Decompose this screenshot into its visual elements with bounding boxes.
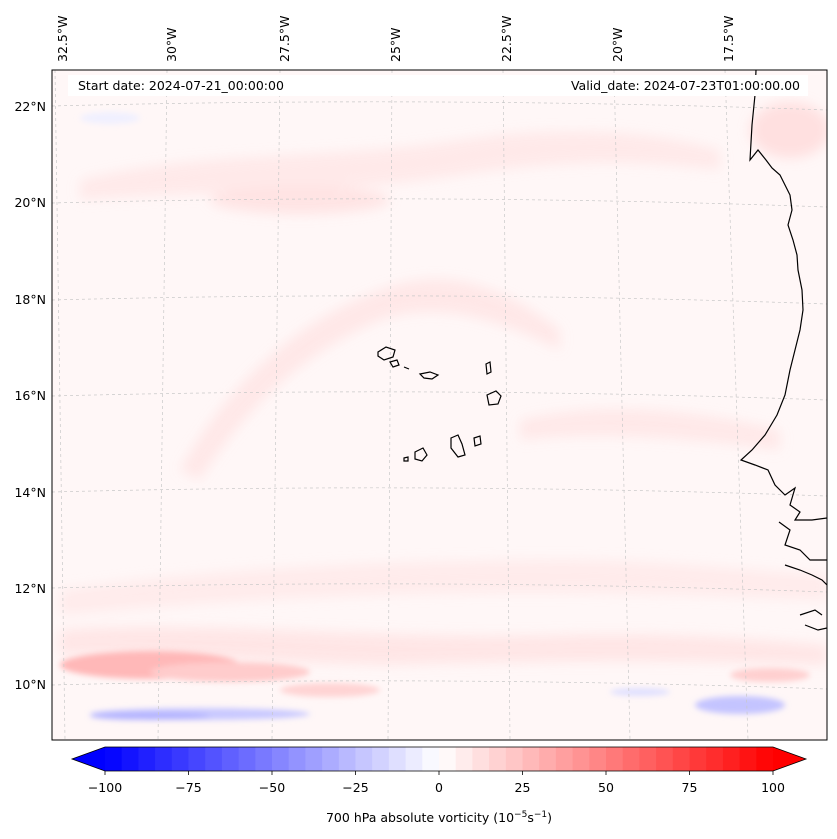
island-sao-vicente: [389, 359, 400, 368]
colorbar-segment: [138, 747, 156, 771]
colorbar-extend-low: [72, 747, 105, 771]
colorbar-tick-label: 25: [515, 780, 531, 795]
colorbar-tick-label: 0: [435, 780, 443, 795]
colorbar-segment: [489, 747, 507, 771]
colorbar-segment: [338, 747, 356, 771]
colorbar-segment: [155, 747, 173, 771]
colorbar-segment: [539, 747, 557, 771]
lat-label: 20°N: [14, 195, 46, 210]
colorbar-tick-label: 100: [761, 780, 785, 795]
colorbar-segment: [606, 747, 624, 771]
latitude-labels: 22°N 20°N 18°N 16°N 14°N 12°N 10°N: [14, 99, 46, 692]
colorbar-segment: [439, 747, 457, 771]
colorbar-segment: [272, 747, 290, 771]
longitude-labels: 32.5°W 30°W 27.5°W 25°W 22.5°W 20°W 17.5…: [55, 16, 736, 62]
colorbar-segment: [288, 747, 306, 771]
island-fogo: [414, 447, 428, 462]
colorbar-segment: [188, 747, 206, 771]
colorbar-segment: [388, 747, 406, 771]
colorbar-segment: [706, 747, 724, 771]
colorbar-segment: [422, 747, 440, 771]
island-sao-nicolau: [418, 371, 440, 380]
lat-label: 14°N: [14, 485, 46, 500]
colorbar-segment: [722, 747, 740, 771]
vorticity-field: [60, 102, 827, 720]
gridlines: [52, 70, 827, 740]
island-santiago: [450, 434, 466, 458]
colorbar-segment: [689, 747, 707, 771]
colorbar-segment: [522, 747, 540, 771]
colorbar-segment: [221, 747, 239, 771]
colorbar-segment: [589, 747, 607, 771]
colorbar-segment: [322, 747, 340, 771]
colorbar-segment: [205, 747, 223, 771]
africa-coastline: [739, 70, 827, 631]
colorbar-segment: [405, 747, 423, 771]
map-frame: [51, 69, 828, 741]
start-date-text: Start date: 2024-07-21_00:00:00: [78, 78, 284, 93]
colorbar-extend-high: [773, 747, 806, 771]
lat-label: 18°N: [14, 292, 46, 307]
colorbar-tick-label: −75: [175, 780, 201, 795]
colorbar-ticks: [104, 771, 774, 775]
colorbar-tick-label: 50: [598, 780, 614, 795]
colorbar-segment: [572, 747, 590, 771]
colorbar-segment: [672, 747, 690, 771]
lon-label: 25°W: [388, 27, 403, 62]
colorbar-segment: [622, 747, 640, 771]
lon-label: 20°W: [610, 27, 625, 62]
colorbar-segment: [505, 747, 523, 771]
lat-label: 10°N: [14, 677, 46, 692]
colorbar-segment: [355, 747, 373, 771]
lon-label: 27.5°W: [277, 16, 292, 62]
island-sal: [485, 361, 492, 375]
colorbar-segment: [739, 747, 757, 771]
colorbar-segment: [238, 747, 256, 771]
lat-label: 22°N: [14, 99, 46, 114]
colorbar-tick-label: −25: [342, 780, 368, 795]
lon-label: 22.5°W: [499, 16, 514, 62]
colorbar-tick-label: −100: [88, 780, 122, 795]
colorbar-segment: [656, 747, 674, 771]
colorbar-tick-labels: −100 −75 −50 −25 0 25 50 75 100: [88, 780, 785, 795]
colorbar-segment: [639, 747, 657, 771]
island-santa-luzia: [403, 366, 410, 370]
colorbar-segment: [455, 747, 473, 771]
island-brava: [403, 456, 409, 462]
lat-label: 16°N: [14, 388, 46, 403]
lon-label: 32.5°W: [55, 16, 70, 62]
colorbar-segment: [255, 747, 273, 771]
colorbar-segment: [756, 747, 774, 771]
lon-label: 17.5°W: [721, 16, 736, 62]
map-panel: Start date: 2024-07-21_00:00:00 Valid_da…: [51, 69, 828, 741]
colorbar-segment: [171, 747, 189, 771]
colorbar-segment: [372, 747, 390, 771]
lon-label: 30°W: [164, 27, 179, 62]
valid-date-text: Valid_date: 2024-07-23T01:00:00.00: [571, 78, 800, 93]
colorbar-segment: [472, 747, 490, 771]
island-santo-antao: [377, 346, 396, 361]
info-band: [68, 75, 808, 96]
colorbar-tick-label: −50: [259, 780, 285, 795]
coastlines: [377, 70, 827, 631]
colorbar-segment: [305, 747, 323, 771]
colorbar-segment: [121, 747, 139, 771]
colorbar-label: 700 hPa absolute vorticity (10−5s−1): [326, 810, 552, 825]
colorbar: −100 −75 −50 −25 0 25 50 75 100 700 hPa …: [70, 746, 808, 825]
lat-label: 12°N: [14, 581, 46, 596]
colorbar-segment: [555, 747, 573, 771]
island-boa-vista: [486, 390, 502, 406]
colorbar-segment: [105, 747, 123, 771]
island-maio: [473, 435, 482, 447]
colorbar-tick-label: 75: [682, 780, 698, 795]
colorbar-segments: [72, 747, 806, 771]
